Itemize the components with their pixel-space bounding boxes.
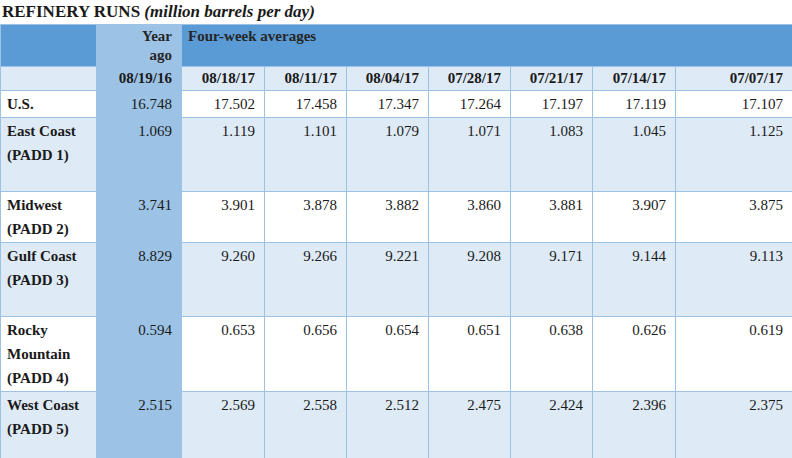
title-subtitle: (million barrels per day) [144, 2, 314, 21]
year-ago-header-cell: Year ago [97, 25, 182, 67]
title-main: REFINERY RUNS [2, 2, 140, 21]
data-cell: 17.197 [511, 91, 593, 118]
data-cell: 0.651 [429, 317, 511, 392]
row-label: West Coast (PADD 5) [1, 392, 97, 458]
four-week-averages-header-cell: Four-week averages [182, 25, 792, 67]
data-cell: 3.901 [182, 192, 265, 243]
date-header-cell: 07/07/17 [676, 67, 792, 91]
data-cell: 3.860 [429, 192, 511, 243]
data-cell: 2.569 [182, 392, 265, 458]
data-cell: 17.119 [593, 91, 676, 118]
data-cell: 1.045 [593, 118, 676, 192]
data-cell: 9.260 [182, 243, 265, 317]
data-cell: 3.875 [676, 192, 792, 243]
data-cell: 1.079 [347, 118, 429, 192]
refinery-runs-table: Year ago Four-week averages 08/19/16 08/… [0, 24, 792, 458]
data-cell: 9.171 [511, 243, 593, 317]
data-cell: 1.125 [676, 118, 792, 192]
corner-cell [1, 25, 97, 67]
data-cell: 9.113 [676, 243, 792, 317]
data-cell: 2.475 [429, 392, 511, 458]
date-header-cell: 07/21/17 [511, 67, 593, 91]
data-cell: 9.221 [347, 243, 429, 317]
table-row-us: U.S. 16.748 17.502 17.458 17.347 17.264 … [1, 91, 792, 118]
data-cell: 0.638 [511, 317, 593, 392]
data-cell: 17.502 [182, 91, 265, 118]
year-ago-header-label: Year ago [132, 27, 172, 65]
data-cell: 2.558 [265, 392, 347, 458]
data-cell: 0.653 [182, 317, 265, 392]
data-cell: 9.208 [429, 243, 511, 317]
date-header-cell: 07/28/17 [429, 67, 511, 91]
table-row-midwest: Midwest (PADD 2) 3.741 3.901 3.878 3.882… [1, 192, 792, 243]
data-cell: 0.626 [593, 317, 676, 392]
data-cell: 0.619 [676, 317, 792, 392]
data-cell: 1.083 [511, 118, 593, 192]
year-ago-value-cell: 2.515 [97, 392, 182, 458]
data-cell: 17.458 [265, 91, 347, 118]
data-cell: 1.071 [429, 118, 511, 192]
date-header-cell: 08/11/17 [265, 67, 347, 91]
data-cell: 3.881 [511, 192, 593, 243]
data-cell: 3.878 [265, 192, 347, 243]
row-label: U.S. [1, 91, 97, 118]
row-label: East Coast (PADD 1) [1, 118, 97, 192]
data-cell: 3.907 [593, 192, 676, 243]
data-cell: 2.375 [676, 392, 792, 458]
table-row-west-coast: West Coast (PADD 5) 2.515 2.569 2.558 2.… [1, 392, 792, 458]
date-header-cell: 07/14/17 [593, 67, 676, 91]
year-ago-value-cell: 0.594 [97, 317, 182, 392]
data-cell: 17.264 [429, 91, 511, 118]
year-ago-value-cell: 1.069 [97, 118, 182, 192]
data-cell: 1.101 [265, 118, 347, 192]
year-ago-value-cell: 16.748 [97, 91, 182, 118]
row-label: Rocky Mountain (PADD 4) [1, 317, 97, 392]
data-cell: 0.654 [347, 317, 429, 392]
row-label: Gulf Coast (PADD 3) [1, 243, 97, 317]
data-cell: 2.512 [347, 392, 429, 458]
date-header-cell: 08/04/17 [347, 67, 429, 91]
year-ago-date-cell: 08/19/16 [97, 67, 182, 91]
year-ago-value-cell: 3.741 [97, 192, 182, 243]
table-row-gulf-coast: Gulf Coast (PADD 3) 8.829 9.260 9.266 9.… [1, 243, 792, 317]
header-row-groups: Year ago Four-week averages [1, 25, 792, 67]
data-cell: 2.396 [593, 392, 676, 458]
data-cell: 3.882 [347, 192, 429, 243]
date-header-cell: 08/18/17 [182, 67, 265, 91]
table-row-east-coast: East Coast (PADD 1) 1.069 1.119 1.101 1.… [1, 118, 792, 192]
row-label: Midwest (PADD 2) [1, 192, 97, 243]
data-cell: 17.347 [347, 91, 429, 118]
data-cell: 2.424 [511, 392, 593, 458]
year-ago-value-cell: 8.829 [97, 243, 182, 317]
data-cell: 9.144 [593, 243, 676, 317]
date-row-corner-cell [1, 67, 97, 91]
table-row-rocky-mountain: Rocky Mountain (PADD 4) 0.594 0.653 0.65… [1, 317, 792, 392]
data-cell: 9.266 [265, 243, 347, 317]
data-cell: 17.107 [676, 91, 792, 118]
page-title: REFINERY RUNS (million barrels per day) [0, 0, 792, 24]
data-cell: 1.119 [182, 118, 265, 192]
header-row-dates: 08/19/16 08/18/17 08/11/17 08/04/17 07/2… [1, 67, 792, 91]
data-cell: 0.656 [265, 317, 347, 392]
